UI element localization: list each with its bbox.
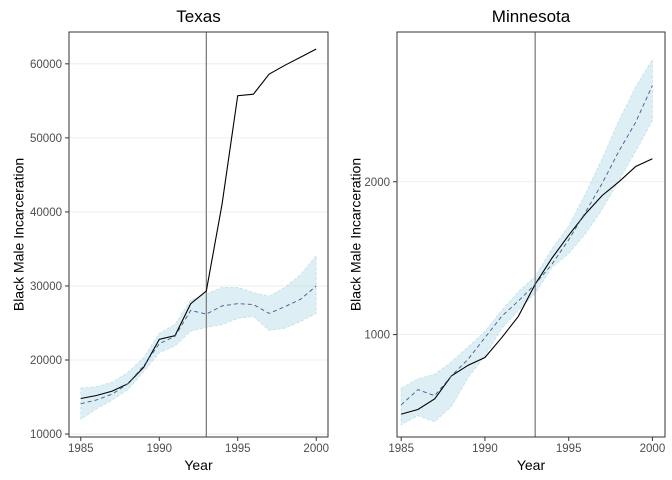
texas-x-tick-label: 1995: [225, 443, 251, 455]
texas-synthetic-line: [80, 285, 317, 405]
minnesota-y-axis-title: Black Male Incarceration: [348, 158, 364, 311]
texas-confidence-band: [80, 254, 317, 420]
texas-y-tick-label: 60000: [30, 59, 62, 71]
texas-y-tick-label: 30000: [30, 281, 62, 293]
minnesota-x-axis-title: Year: [517, 457, 546, 473]
minnesota-x-tick-label: 2000: [640, 443, 666, 455]
texas-x-tick-label: 1990: [146, 443, 172, 455]
minnesota-synthetic-line: [400, 85, 653, 406]
minnesota-x-tick-label: 1990: [472, 443, 498, 455]
minnesota-y-tick-label: 1000: [364, 330, 390, 342]
texas-x-tick-label: 1985: [68, 443, 94, 455]
texas-title: Texas: [176, 7, 220, 26]
texas-y-axis-title: Black Male Incarceration: [11, 158, 27, 311]
minnesota-x-tick-label: 1985: [388, 443, 414, 455]
texas-x-tick-label: 2000: [303, 443, 329, 455]
texas-actual-line: [80, 48, 317, 400]
minnesota-title: Minnesota: [492, 7, 571, 26]
texas-y-tick-label: 20000: [30, 355, 62, 367]
texas-plot-area: 1985 1990 1995 2000 10000 20000 30000 40000 5000…: [30, 31, 329, 455]
minnesota-actual-line: [401, 158, 653, 415]
texas-y-tick-label: 40000: [30, 207, 62, 219]
texas-y-tick-label: 50000: [30, 133, 62, 145]
panel-texas: 1985 1990 1995 2000 10000 20000 30000 40000 5000…: [11, 7, 329, 473]
minnesota-panel-border: [396, 31, 666, 438]
panel-minnesota: 1985 1990 1995 2000 1000 2000 Minnesota Year B…: [348, 7, 666, 473]
minnesota-y-tick-label: 2000: [364, 177, 390, 189]
texas-panel-border: [68, 31, 329, 438]
minnesota-plot-area: 1985 1990 1995 2000 1000 2000: [364, 31, 666, 455]
texas-x-axis-title: Year: [184, 457, 213, 473]
minnesota-confidence-band: [400, 58, 653, 426]
texas-y-tick-label: 10000: [30, 429, 62, 441]
minnesota-x-tick-label: 1995: [556, 443, 582, 455]
